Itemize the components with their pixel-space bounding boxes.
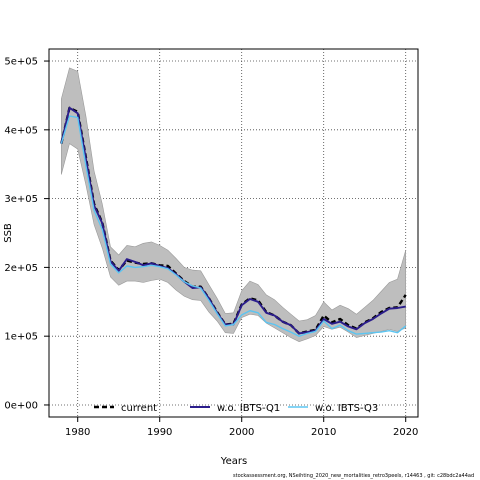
grid (49, 49, 418, 417)
y-tick-label: 3e+05 (4, 194, 38, 205)
legend-label-w-o-ibts-q3: w.o. IBTS-Q3 (315, 403, 378, 414)
confidence-band (61, 67, 406, 343)
legend-label-w-o-ibts-q1: w.o. IBTS-Q1 (217, 403, 280, 414)
y-tick-label: 2e+05 (4, 263, 38, 274)
series-line-current (60, 106, 407, 335)
plot-frame (48, 48, 419, 418)
legend: current w.o. IBTS-Q1 w.o. IBTS-Q3 (94, 403, 378, 414)
y-axis: 0e+00 1e+05 2e+05 3e+05 4e+05 5e+05 (4, 57, 49, 411)
x-axis-title: Years (220, 456, 247, 467)
y-tick-label: 5e+05 (4, 57, 38, 68)
y-tick-label: 0e+00 (4, 400, 38, 411)
x-tick-label: 1980 (65, 427, 90, 438)
y-axis-title: SSB (3, 223, 14, 243)
series-line-w-o-ibts-q1 (60, 106, 406, 335)
series-line-w-o-ibts-q3 (60, 115, 407, 337)
legend-label-current: current (121, 403, 157, 414)
footnote: stockassessment.org, NSeihting_2020_new_… (233, 473, 475, 479)
x-axis: 1980 1990 2000 2010 2020 (65, 417, 418, 438)
series-lines (60, 106, 407, 337)
x-tick-label: 1990 (147, 427, 172, 438)
y-tick-label: 4e+05 (4, 125, 38, 136)
x-tick-label: 2010 (311, 427, 336, 438)
y-tick-label: 1e+05 (4, 332, 38, 343)
x-tick-label: 2000 (229, 427, 254, 438)
x-tick-label: 2020 (393, 427, 418, 438)
